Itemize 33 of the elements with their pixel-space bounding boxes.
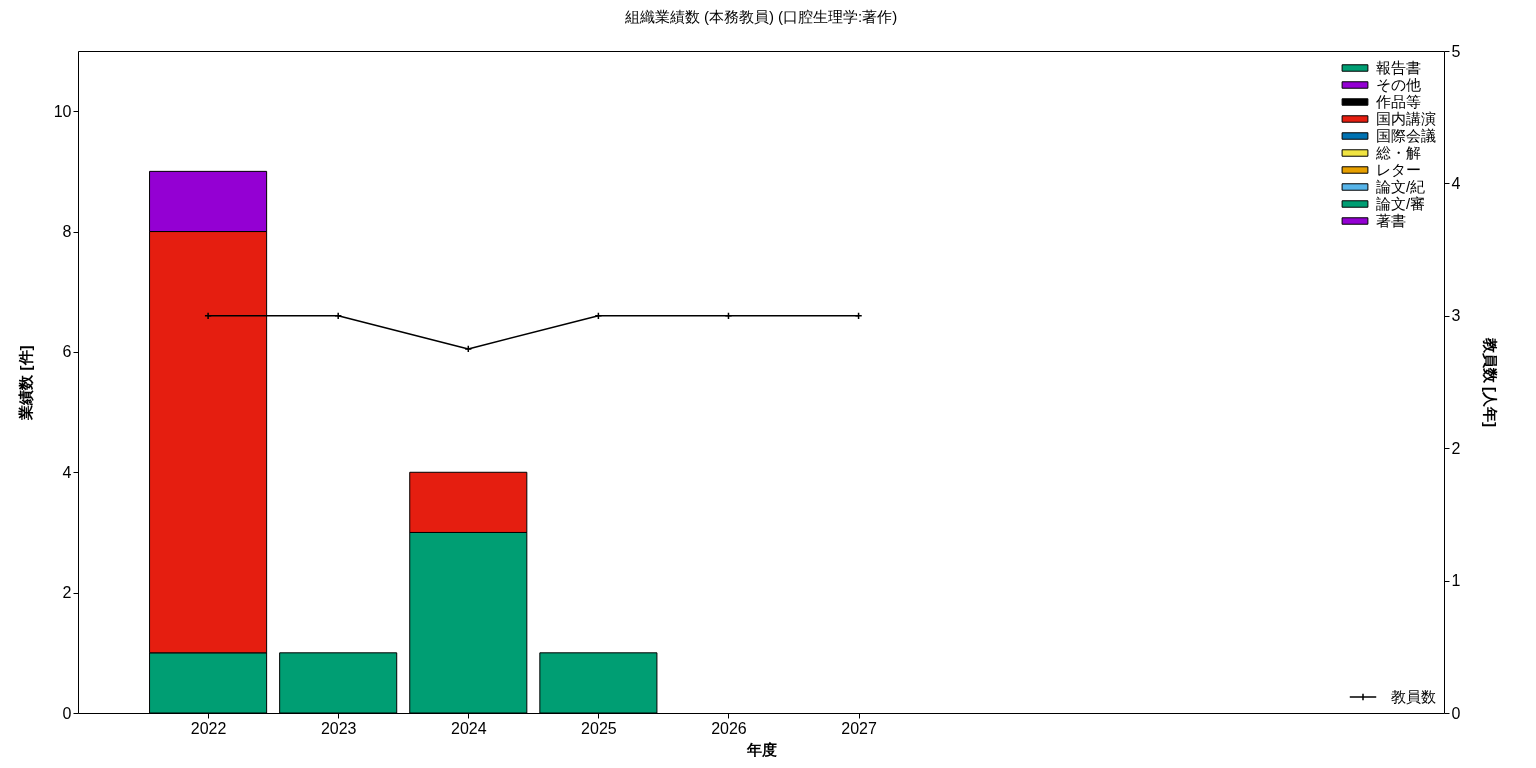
x-tick-label: 2023 (320, 719, 357, 737)
y-tick-label: 4 (62, 463, 72, 481)
legend-label: 国際会議 (1376, 127, 1436, 144)
y-tick-label: 2 (62, 584, 72, 602)
x-tick-label: 2026 (711, 719, 747, 737)
y2-axis-title: 教員数 [人年] (1482, 336, 1500, 428)
legend-label: その他 (1376, 76, 1421, 93)
legend-label: 教員数 (1391, 688, 1436, 705)
legend-label: 総・解 (1375, 144, 1421, 161)
legend-label: 報告書 (1376, 59, 1421, 76)
x-axis-title: 年度 (745, 740, 777, 758)
x-tick-label: 2027 (841, 719, 877, 737)
y-tick-label: 0 (62, 704, 72, 722)
y2-tick-label: 0 (1451, 704, 1461, 722)
legend-label: 論文/審 (1376, 195, 1426, 212)
legend-label: 国内講演 (1376, 110, 1436, 127)
y-tick-label: 10 (53, 102, 72, 120)
y2-tick-label: 4 (1451, 174, 1461, 192)
y-tick-label: 6 (62, 343, 72, 361)
y-axis-title: 業績数 [件] (16, 345, 34, 421)
y2-tick-label: 1 (1451, 572, 1461, 590)
chart-title: 組織業績数 (本務教員) (口腔生理学:著作) (623, 8, 898, 25)
x-tick-label: 2024 (450, 719, 487, 737)
y-tick-label: 8 (62, 223, 72, 241)
legend-label: 著書 (1376, 212, 1406, 229)
x-tick-label: 2025 (581, 719, 617, 737)
y2-tick-label: 2 (1451, 439, 1461, 457)
legend-label: 論文/紀 (1376, 178, 1426, 195)
y2-tick-label: 5 (1451, 42, 1461, 60)
y2-tick-label: 3 (1451, 307, 1461, 325)
legend-label: レター (1376, 161, 1421, 178)
x-tick-label: 2022 (190, 719, 227, 737)
legend-label: 作品等 (1375, 93, 1421, 110)
